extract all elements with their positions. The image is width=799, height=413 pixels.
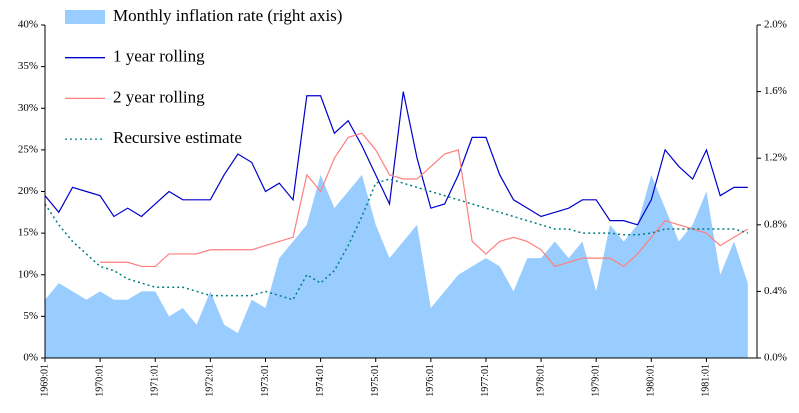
y2-tick-label: 0.0% xyxy=(764,352,787,364)
y2-tick-label: 1.6% xyxy=(764,85,787,97)
y-tick-label: 20% xyxy=(18,185,38,197)
y2-tick-label: 0.8% xyxy=(764,218,787,230)
x-tick-label: 1972:01 xyxy=(205,364,216,397)
y-tick-label: 5% xyxy=(23,310,38,322)
x-tick-label: 1969:01 xyxy=(39,364,50,397)
y-tick-label: 30% xyxy=(18,102,38,114)
y-tick-label: 35% xyxy=(18,60,38,72)
y-tick-label: 10% xyxy=(18,268,38,280)
x-tick-label: 1976:01 xyxy=(425,364,436,397)
y-tick-label: 0% xyxy=(23,352,38,364)
y-tick-label: 15% xyxy=(18,227,38,239)
x-tick-label: 1974:01 xyxy=(315,364,326,397)
x-tick-label: 1975:01 xyxy=(370,364,381,397)
x-tick-label: 1979:01 xyxy=(590,364,601,397)
x-tick-label: 1977:01 xyxy=(480,364,491,397)
legend-label: 1 year rolling xyxy=(113,47,205,66)
inflation-area xyxy=(45,174,748,358)
series-line xyxy=(44,91,748,226)
y2-tick-label: 1.2% xyxy=(764,152,787,164)
legend-label: Recursive estimate xyxy=(113,128,242,147)
x-tick-label: 1978:01 xyxy=(535,364,546,397)
x-tick-label: 1973:01 xyxy=(260,364,271,397)
y-tick-label: 25% xyxy=(18,143,38,155)
series-line xyxy=(44,178,748,301)
y-tick-label: 40% xyxy=(18,19,38,31)
x-tick-label: 1970:01 xyxy=(94,364,105,397)
y2-tick-label: 2.0% xyxy=(764,19,787,31)
legend-label: Monthly inflation rate (right axis) xyxy=(113,6,342,25)
legend-label: 2 year rolling xyxy=(113,87,205,106)
x-tick-label: 1981:01 xyxy=(701,364,712,397)
legend-swatch xyxy=(65,10,105,24)
x-tick-label: 1971:01 xyxy=(150,364,161,397)
x-tick-label: 1980:01 xyxy=(646,364,657,397)
y2-tick-label: 0.4% xyxy=(764,285,787,297)
series-line xyxy=(100,132,749,268)
